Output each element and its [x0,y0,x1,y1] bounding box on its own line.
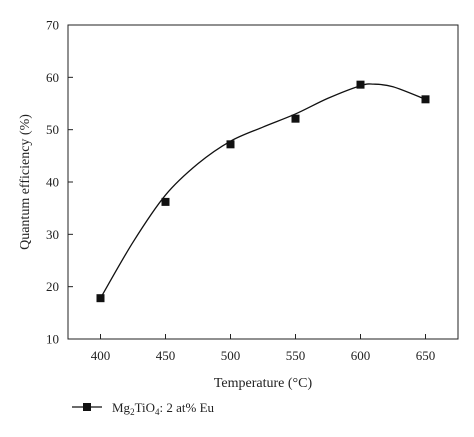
y-axis-title: Quantum efficiency (%) [18,114,33,250]
legend-prefix: Mg [112,400,131,415]
y-tick-label: 50 [46,122,59,137]
data-point [161,197,170,206]
legend-marker [83,403,91,411]
fit-curve [99,83,426,299]
legend-sub1: 2 [130,407,135,417]
x-tick-label: 600 [351,348,371,363]
legend-mid: TiO [135,400,155,415]
legend-sub2: 4 [155,407,160,417]
plot-frame [67,24,459,340]
y-tick-label: 10 [46,332,59,347]
x-axis-title: Temperature (°C) [214,376,313,391]
y-tick-label: 70 [46,18,59,33]
data-point [356,80,365,89]
data-point [96,294,105,303]
ticks-group [68,24,426,340]
legend-suffix: : 2 at% Eu [160,400,215,415]
data-point [421,95,430,104]
x-tick-label: 500 [221,348,241,363]
legend-label: Mg2TiO4: 2 at% Eu [112,400,215,417]
x-tick-label: 550 [286,348,306,363]
data-point [291,114,300,123]
y-tick-label: 20 [46,279,59,294]
x-tick-label: 400 [91,348,111,363]
y-tick-label: 40 [46,175,59,190]
y-tick-label: 60 [46,70,59,85]
tick-labels-group: 400 450 500 550 600 650 10 20 30 40 50 60 70 [46,18,435,364]
legend: Mg2TiO4: 2 at% Eu [72,400,215,417]
x-tick-label: 650 [416,348,436,363]
x-tick-label: 450 [156,348,176,363]
y-tick-label: 30 [46,227,59,242]
data-point [226,140,235,149]
markers-group [96,80,430,303]
